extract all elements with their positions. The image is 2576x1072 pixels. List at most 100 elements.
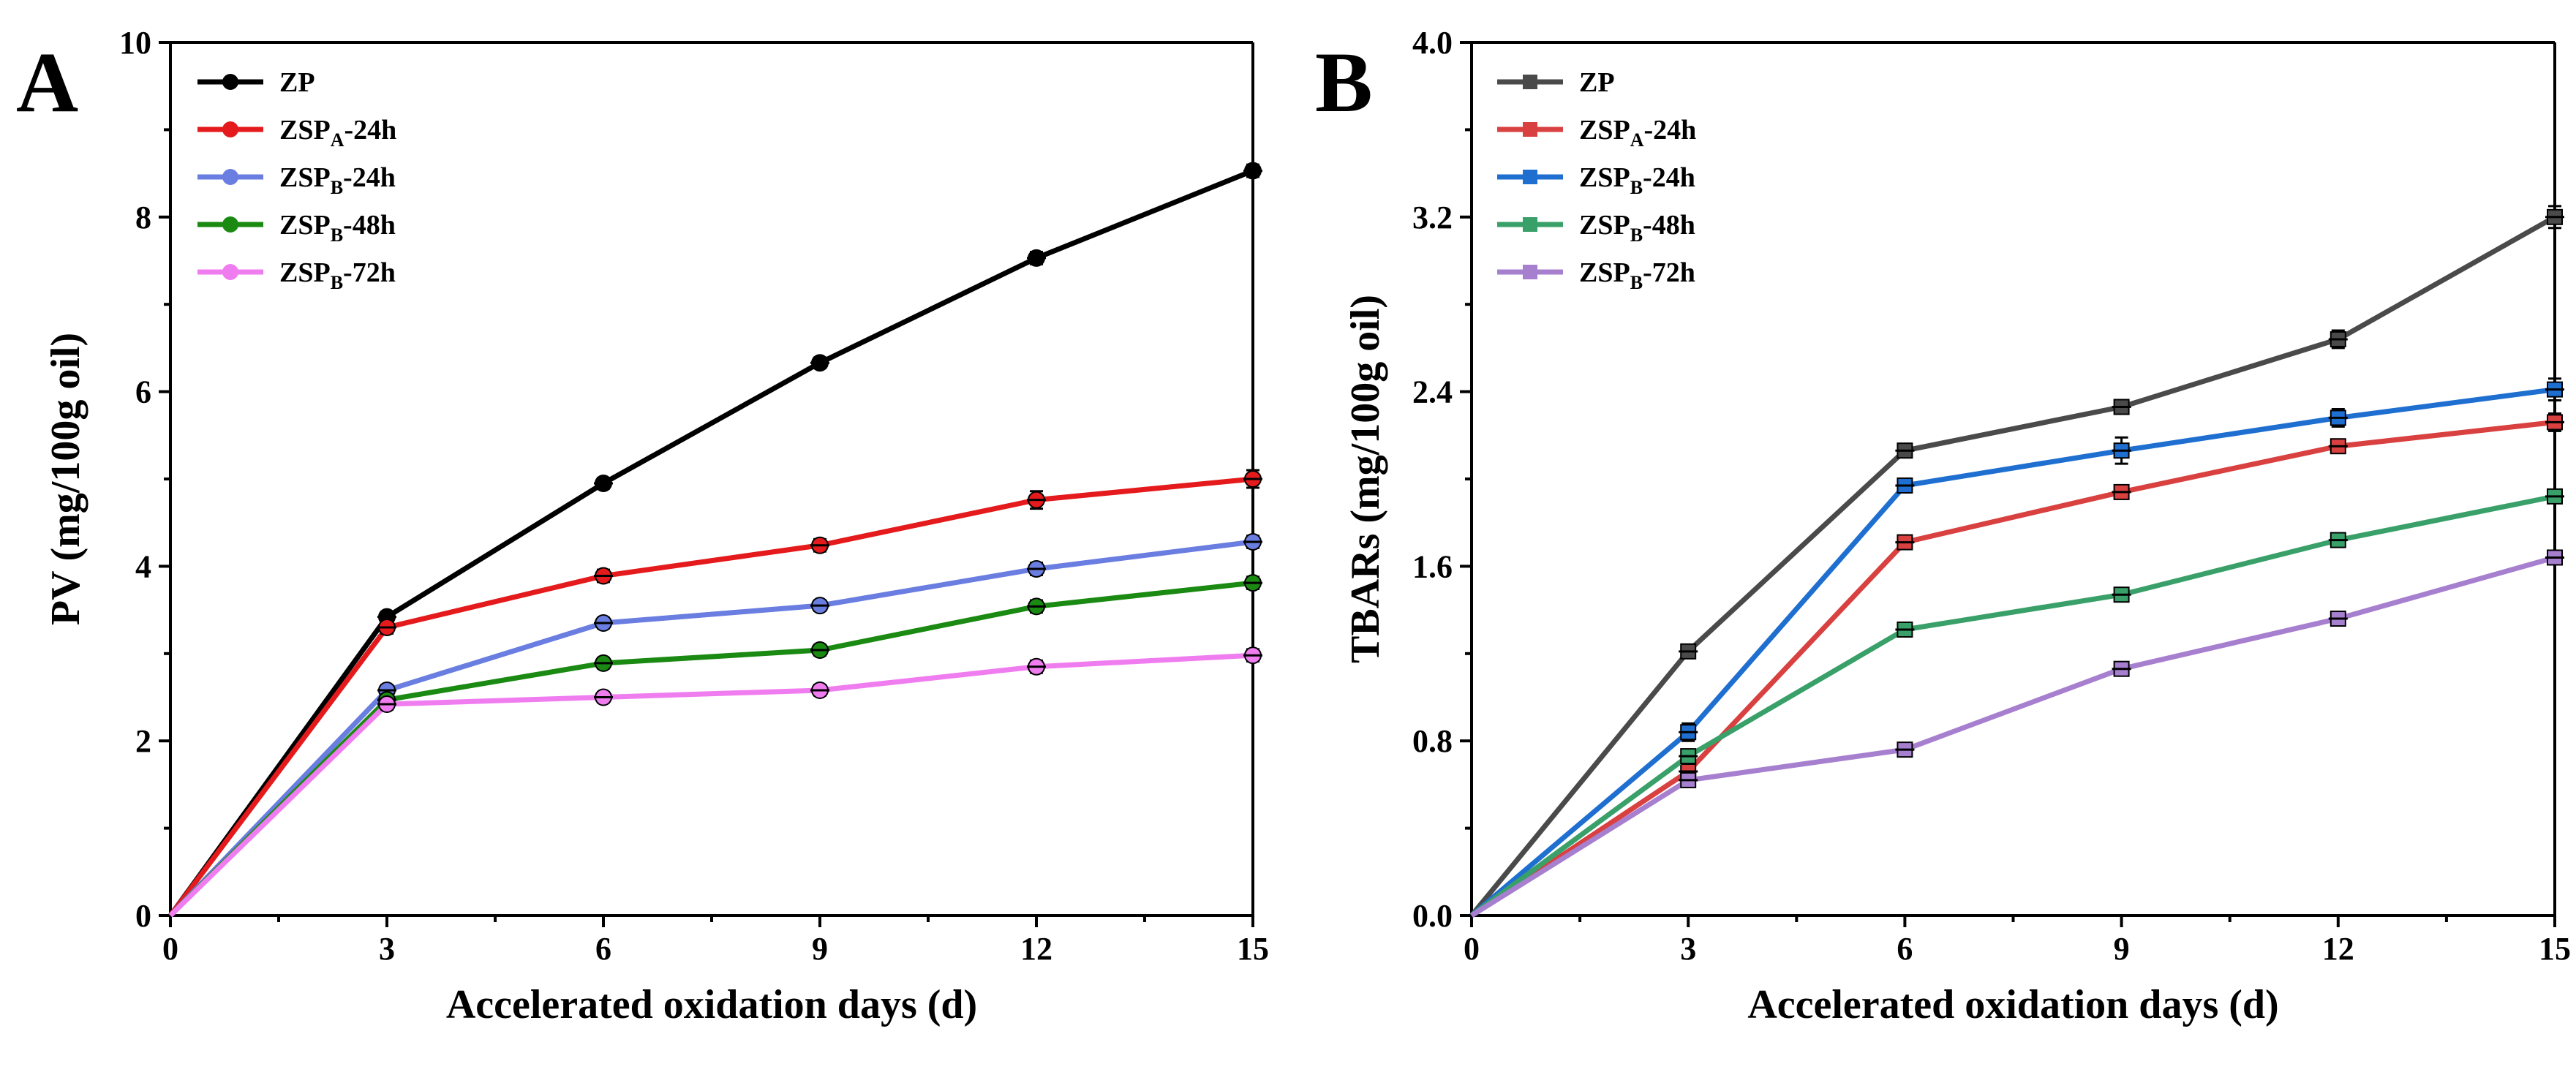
legend-label: ZSPB-48h — [279, 210, 396, 246]
series-ZSP_B-24h — [1469, 377, 2564, 918]
y-tick-label: 4 — [135, 548, 151, 584]
series-ZSP_B-48h — [1469, 488, 2564, 918]
panel-label: A — [16, 34, 78, 130]
legend-label-suffix: -72h — [1643, 257, 1695, 288]
legend-label-suffix: -24h — [343, 162, 396, 193]
series-line — [1470, 555, 2556, 918]
series-line — [1469, 494, 2556, 918]
y-tick-label: 1.6 — [1412, 548, 1453, 584]
y-tick-label: 8 — [135, 200, 151, 235]
series-line — [168, 652, 1254, 918]
x-tick-label: 0 — [162, 931, 178, 967]
series-ZSP_A-24h — [1470, 412, 2564, 918]
legend-label-subscript: A — [1630, 129, 1644, 151]
series-ZSP_B-24h — [168, 532, 1262, 918]
legend-marker — [1523, 75, 1537, 89]
legend-label-base: ZSP — [1579, 115, 1630, 146]
series-line — [1470, 419, 2556, 918]
y-axis-title: TBARs (mg/100g oil) — [1343, 295, 1388, 663]
legend-label-subscript: B — [1630, 272, 1643, 293]
y-axis-title: PV (mg/100g oil) — [43, 333, 88, 625]
legend-marker — [222, 74, 238, 90]
series-ZSP_B-72h — [1470, 549, 2564, 918]
legend-item: ZSPA-24h — [1497, 115, 1696, 151]
x-tick-label: 15 — [2539, 931, 2571, 967]
legend-label-base: ZSP — [1579, 162, 1630, 193]
legend-item: ZSPA-24h — [197, 115, 396, 151]
panel-label: B — [1315, 34, 1373, 130]
x-tick-label: 12 — [2322, 931, 2354, 967]
legend-label: ZP — [279, 67, 315, 98]
x-tick-label: 0 — [1464, 931, 1480, 967]
legend-marker — [1523, 122, 1537, 137]
legend-label-suffix: -72h — [343, 257, 396, 288]
x-tick-label: 3 — [379, 931, 395, 967]
legend-item: ZP — [197, 67, 315, 98]
series-line — [168, 476, 1254, 918]
legend-label-subscript: B — [1630, 224, 1643, 246]
series-ZP — [168, 162, 1262, 918]
legend-marker — [222, 169, 238, 185]
legend-label: ZP — [1579, 67, 1615, 98]
legend-label-base: ZSP — [279, 115, 331, 146]
x-tick-label: 6 — [595, 931, 611, 967]
x-tick-label: 9 — [812, 931, 828, 967]
legend-marker — [1523, 265, 1537, 279]
y-tick-label: 0 — [135, 898, 151, 934]
panel-A: A 0 3 6 9 12 15 0 2 4 6 8 10 Accelerated oxidation da… — [16, 25, 1269, 1027]
y-tick-label: 0.0 — [1412, 898, 1453, 934]
legend-label: ZSPA-24h — [279, 115, 396, 151]
panel-B: B 0 3 6 9 12 15 0.0 0.8 1.6 2.4 3.2 4.0 Accelerated o… — [1315, 25, 2571, 1027]
legend-label-base: ZSP — [1579, 257, 1630, 288]
legend-label-subscript: B — [1630, 177, 1643, 198]
legend-label: ZSPB-48h — [1579, 210, 1695, 246]
series-ZSP_B-72h — [168, 646, 1262, 918]
legend-label: ZSPB-24h — [1579, 162, 1695, 198]
x-tick-label: 9 — [2114, 931, 2130, 967]
legend-label: ZSPB-72h — [279, 257, 396, 293]
legend-label-suffix: -24h — [1643, 162, 1695, 193]
y-tick-label: 6 — [135, 374, 151, 410]
series-line — [168, 168, 1254, 918]
legend-label-subscript: A — [331, 129, 344, 151]
series-line — [1469, 387, 2556, 918]
legend-marker — [222, 216, 238, 233]
legend-item: ZSPB-72h — [1497, 257, 1695, 293]
legend-marker — [222, 264, 238, 280]
y-tick-label: 2.4 — [1412, 374, 1453, 410]
x-tick-label: 3 — [1680, 931, 1696, 967]
legend-item: ZSPB-24h — [1497, 162, 1695, 198]
legend-label-suffix: -24h — [344, 115, 396, 146]
legend-marker — [1523, 170, 1537, 184]
legend-label-base: ZSP — [279, 162, 331, 193]
legend-label-subscript: B — [331, 272, 343, 293]
legend-label-subscript: B — [331, 177, 343, 198]
x-tick-label: 6 — [1897, 931, 1913, 967]
y-tick-label: 4.0 — [1412, 25, 1453, 61]
legend-item: ZSPB-24h — [197, 162, 396, 198]
legend-label-text: ZP — [279, 67, 315, 98]
legend-label-text: ZP — [1579, 67, 1615, 98]
legend-label-suffix: -48h — [343, 210, 396, 241]
series-ZSP_A-24h — [168, 469, 1262, 918]
legend-label-subscript: B — [331, 224, 343, 246]
legend-item: ZSPB-72h — [197, 257, 396, 293]
legend-label-suffix: -24h — [1643, 115, 1696, 146]
legend-item: ZP — [1497, 67, 1615, 98]
y-tick-label: 3.2 — [1412, 200, 1453, 235]
legend-label-base: ZSP — [279, 210, 331, 241]
legend-label-base: ZSP — [1579, 210, 1630, 241]
series-line — [168, 580, 1254, 918]
legend-marker — [1523, 217, 1537, 232]
legend-label-base: ZSP — [279, 257, 331, 288]
legend-marker — [222, 121, 238, 137]
legend-item: ZSPB-48h — [197, 210, 396, 246]
legend-label: ZSPB-72h — [1579, 257, 1695, 293]
x-axis-title: Accelerated oxidation days (d) — [1747, 982, 2278, 1027]
x-tick-label: 15 — [1237, 931, 1269, 967]
x-axis-title: Accelerated oxidation days (d) — [446, 982, 977, 1027]
legend-label: ZSPB-24h — [279, 162, 396, 198]
